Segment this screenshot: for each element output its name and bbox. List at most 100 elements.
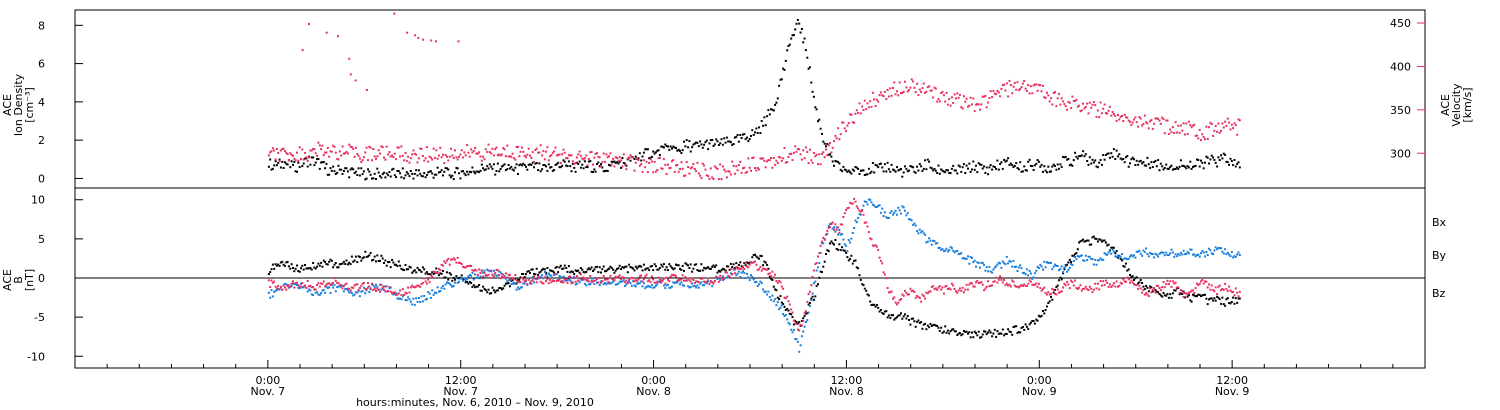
velocity-point [1005, 82, 1008, 85]
velocity-point [585, 154, 588, 157]
Bz-point [462, 265, 465, 268]
Bz-point [1071, 281, 1074, 283]
Bx-point [543, 268, 546, 271]
By-point [743, 272, 746, 275]
Bz-point [597, 281, 600, 284]
density-point [857, 167, 860, 170]
Bz-point [348, 287, 351, 290]
Bx-point [617, 267, 620, 270]
Bx-point [1236, 301, 1239, 304]
Bz-point [1210, 284, 1213, 287]
Bz-point [645, 273, 648, 276]
By-point [443, 287, 446, 290]
Bz-point [1229, 289, 1232, 292]
Bz-point [1220, 289, 1223, 292]
velocity-point [957, 96, 960, 99]
velocity-point [1088, 101, 1091, 104]
velocity-point [772, 157, 775, 159]
Bx-point [405, 268, 408, 271]
density-point [442, 174, 444, 177]
Bz-point [357, 288, 360, 291]
By-point [1088, 255, 1091, 258]
velocity-point [451, 154, 454, 157]
By-point [953, 251, 956, 254]
Bz-point [589, 275, 592, 277]
Bz-point [1079, 284, 1082, 287]
Bx-point [1206, 303, 1209, 306]
density-point [530, 163, 533, 166]
Bx-point [507, 282, 510, 285]
By-point [794, 338, 797, 340]
velocity-point [997, 91, 1000, 94]
velocity-outlier-point [337, 35, 339, 38]
velocity-point [853, 121, 856, 124]
Bz-point [743, 268, 746, 270]
density-point [360, 167, 363, 170]
By-point [1070, 263, 1073, 265]
Bz-point [812, 269, 815, 272]
Bz-point [326, 282, 329, 285]
density-point [841, 170, 844, 173]
Bx-point [495, 289, 498, 292]
By-point [811, 292, 814, 295]
velocity-point [500, 153, 503, 156]
velocity-point [1186, 133, 1189, 136]
density-point [924, 159, 927, 162]
Bx-point [937, 326, 940, 329]
density-point [562, 159, 565, 162]
velocity-point [1052, 92, 1055, 94]
Bz-point [1098, 288, 1101, 291]
By-point [1209, 249, 1212, 252]
velocity-point [467, 151, 470, 154]
velocity-point [1029, 85, 1032, 88]
Bz-point [452, 257, 455, 260]
Bz-point [373, 287, 376, 290]
velocity-point [707, 175, 710, 178]
Bx-point [407, 268, 410, 271]
Bz-point [1178, 292, 1181, 294]
Bz-point [1000, 278, 1003, 281]
velocity-point [416, 161, 419, 164]
Bx-point [587, 267, 590, 270]
velocity-point [644, 166, 647, 169]
Bz-point [956, 291, 959, 294]
x-tick-time: 0:00 [256, 374, 281, 387]
Bz-point [930, 285, 933, 288]
velocity-point [835, 137, 838, 140]
Bz-point [1044, 292, 1047, 294]
Bz-point [508, 274, 511, 277]
density-point [547, 163, 550, 166]
velocity-point [287, 159, 290, 161]
velocity-point [325, 151, 328, 154]
Bz-point [1173, 282, 1176, 285]
density-point [551, 169, 554, 172]
Bx-point [1059, 276, 1062, 279]
By-point [634, 285, 637, 288]
velocity-point [421, 155, 424, 157]
Bz-point [819, 245, 822, 247]
Bz-point [411, 284, 414, 287]
Bx-point [854, 259, 857, 262]
density-point [534, 162, 537, 165]
density-point [490, 165, 493, 168]
velocity-point [1170, 131, 1173, 134]
density-point [991, 168, 994, 171]
By-point [334, 290, 337, 293]
velocity-point [715, 166, 718, 169]
By-point [798, 350, 801, 353]
Bx-point [912, 317, 915, 320]
Bx-point [1098, 238, 1101, 241]
density-point [717, 144, 720, 146]
Bz-point [515, 279, 518, 282]
By-point [565, 279, 568, 282]
By-point [695, 286, 698, 289]
By-point [602, 283, 605, 286]
By-point [996, 263, 999, 266]
Bz-point [883, 273, 886, 276]
By-point [409, 300, 412, 303]
density-point [506, 168, 509, 171]
Bz-point [427, 278, 430, 281]
velocity-point [423, 159, 426, 162]
Bx-point [829, 242, 831, 245]
velocity-point [649, 158, 652, 161]
